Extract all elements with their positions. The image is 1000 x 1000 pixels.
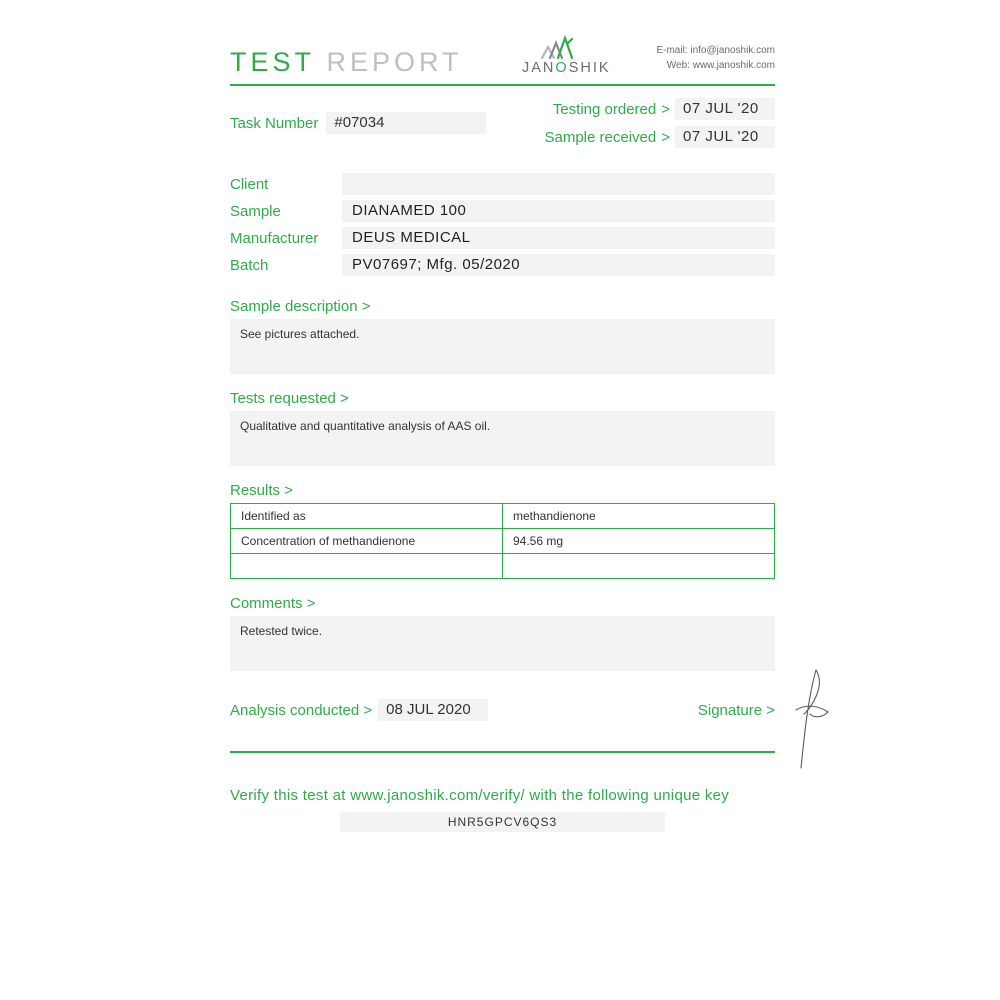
- results-title: Results >: [230, 482, 775, 499]
- tests-requested-title: Tests requested >: [230, 390, 775, 407]
- janoshik-logo-icon: JANOSHIK: [500, 34, 620, 78]
- comments-box: Retested twice.: [230, 616, 775, 671]
- report-page: TEST REPORT JANOSHIK E-mail: info@janosh…: [230, 34, 775, 832]
- results-cell: [231, 554, 503, 579]
- table-row: Concentration of methandienone 94.56 mg: [231, 529, 775, 554]
- sample-description-box: See pictures attached.: [230, 319, 775, 374]
- svg-text:JANOSHIK: JANOSHIK: [522, 60, 611, 76]
- header-divider: [230, 84, 775, 86]
- verify-text: Verify this test at www.janoshik.com/ver…: [230, 787, 775, 804]
- results-cell: Concentration of methandienone: [231, 529, 503, 554]
- results-table: Identified as methandienone Concentratio…: [230, 503, 775, 579]
- client-label: Client: [230, 176, 342, 193]
- meta-row: Task Number #07034 Testing ordered > 07 …: [230, 98, 775, 148]
- sample-received-value: 07 JUL '20: [675, 126, 775, 148]
- sample-received-row: Sample received > 07 JUL '20: [545, 126, 776, 148]
- manufacturer-label: Manufacturer: [230, 230, 342, 247]
- results-cell: Identified as: [231, 504, 503, 529]
- testing-ordered-label: Testing ordered: [553, 101, 656, 118]
- sample-received-label: Sample received: [545, 129, 657, 146]
- caret-icon: >: [661, 129, 670, 146]
- dates-group: Testing ordered > 07 JUL '20 Sample rece…: [545, 98, 776, 148]
- task-number-group: Task Number #07034: [230, 98, 486, 148]
- brand-logo: JANOSHIK: [500, 34, 620, 78]
- testing-ordered-value: 07 JUL '20: [675, 98, 775, 120]
- signature-group: Signature >: [698, 702, 775, 719]
- title-part-2: REPORT: [315, 47, 463, 77]
- client-row: Client: [230, 173, 775, 195]
- batch-row: Batch PV07697; Mfg. 05/2020: [230, 254, 775, 276]
- client-value: [342, 173, 775, 195]
- contact-email: E-mail: info@janoshik.com: [656, 43, 775, 58]
- title-part-1: TEST: [230, 47, 315, 77]
- table-row: [231, 554, 775, 579]
- contact-info: E-mail: info@janoshik.com Web: www.janos…: [656, 43, 775, 78]
- batch-label: Batch: [230, 257, 342, 274]
- tests-requested-box: Qualitative and quantitative analysis of…: [230, 411, 775, 466]
- footer-row: Analysis conducted > 08 JUL 2020 Signatu…: [230, 699, 775, 721]
- comments-title: Comments >: [230, 595, 775, 612]
- manufacturer-row: Manufacturer DEUS MEDICAL: [230, 227, 775, 249]
- results-cell: methandienone: [503, 504, 775, 529]
- header: TEST REPORT JANOSHIK E-mail: info@janosh…: [230, 34, 775, 78]
- signature-label: Signature >: [698, 702, 775, 719]
- analysis-label: Analysis conducted >: [230, 702, 372, 719]
- task-number-label: Task Number: [230, 115, 318, 132]
- testing-ordered-row: Testing ordered > 07 JUL '20: [545, 98, 776, 120]
- analysis-value: 08 JUL 2020: [378, 699, 488, 721]
- sample-row: Sample DIANAMED 100: [230, 200, 775, 222]
- analysis-group: Analysis conducted > 08 JUL 2020: [230, 699, 488, 721]
- footer-divider: [230, 751, 775, 753]
- caret-icon: >: [661, 101, 670, 118]
- batch-value: PV07697; Mfg. 05/2020: [342, 254, 775, 276]
- verify-key: HNR5GPCV6QS3: [340, 812, 665, 832]
- report-title: TEST REPORT: [230, 47, 463, 78]
- results-cell: [503, 554, 775, 579]
- info-block: Client Sample DIANAMED 100 Manufacturer …: [230, 173, 775, 276]
- sample-description-title: Sample description >: [230, 298, 775, 315]
- table-row: Identified as methandienone: [231, 504, 775, 529]
- manufacturer-value: DEUS MEDICAL: [342, 227, 775, 249]
- sample-value: DIANAMED 100: [342, 200, 775, 222]
- results-cell: 94.56 mg: [503, 529, 775, 554]
- sample-label: Sample: [230, 203, 342, 220]
- task-number-value: #07034: [326, 112, 486, 134]
- contact-web: Web: www.janoshik.com: [656, 58, 775, 73]
- signature-icon: [786, 668, 856, 773]
